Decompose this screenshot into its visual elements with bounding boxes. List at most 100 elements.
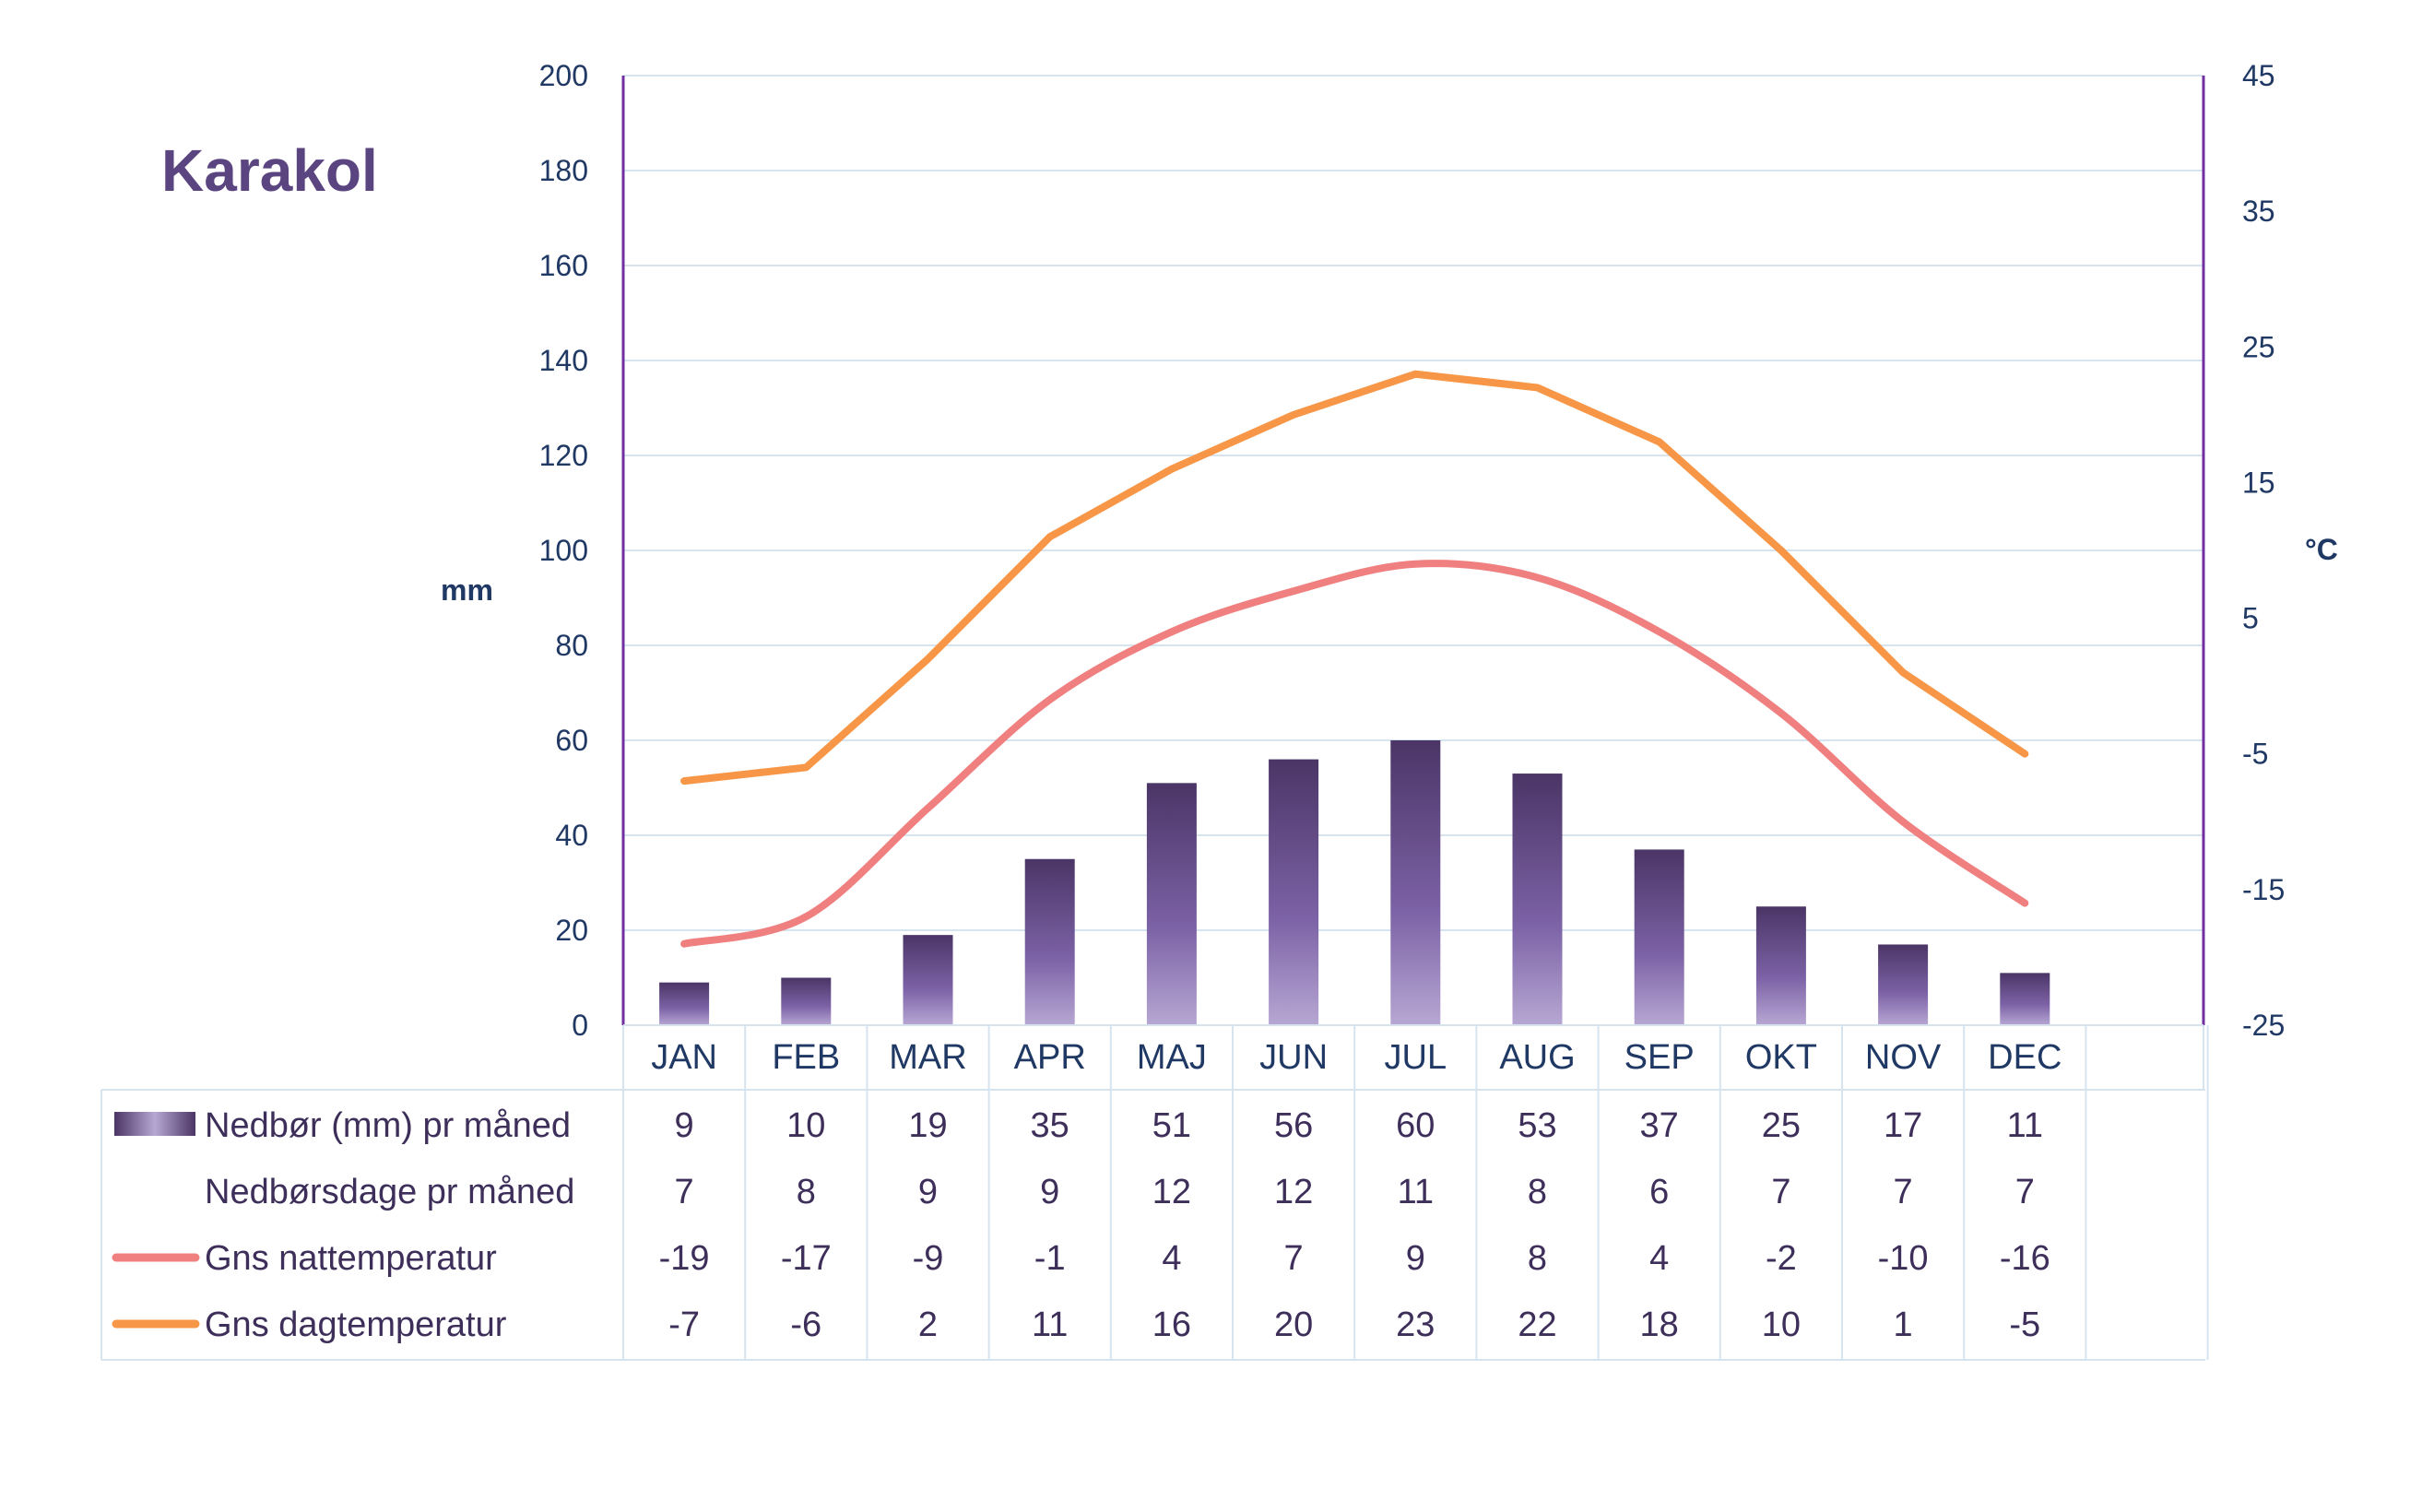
precip-bar: [1512, 774, 1563, 1025]
precip-bar: [659, 982, 710, 1025]
month-label: APR: [1014, 1038, 1086, 1077]
table-cell-value: -19: [659, 1239, 710, 1278]
left-tick-label: 40: [555, 819, 588, 852]
left-tick-label: 80: [555, 629, 588, 662]
precip-bar: [1269, 759, 1319, 1025]
right-axis-unit: °C: [2305, 533, 2338, 566]
table-cell-value: 11: [1398, 1173, 1434, 1211]
table-cell-value: -9: [913, 1239, 944, 1278]
table-cell-value: 60: [1396, 1106, 1435, 1145]
right-tick-label: -15: [2242, 873, 2285, 906]
table-cell-value: -6: [790, 1305, 821, 1344]
day-temp-line: [680, 370, 2029, 786]
table-cell-value: 11: [1032, 1305, 1068, 1344]
table-cell-value: 10: [786, 1106, 825, 1145]
table-cell-value: -17: [781, 1239, 832, 1278]
table-cell-value: -2: [1766, 1239, 1797, 1278]
left-tick-label: 0: [572, 1009, 588, 1042]
precip-bar: [1390, 740, 1441, 1025]
table-cell-value: 18: [1640, 1305, 1679, 1344]
left-tick-label: 20: [555, 914, 588, 947]
precip-bar: [903, 935, 953, 1025]
precip-bar: [1755, 906, 1806, 1025]
left-tick-label: 200: [539, 59, 588, 92]
table-row-label: Gns dagtemperatur: [205, 1305, 507, 1344]
night-temp-line: [680, 560, 2029, 948]
month-label: AUG: [1499, 1038, 1575, 1077]
table-row-label: Gns nattemperatur: [205, 1239, 497, 1278]
table-cell-value: 6: [1649, 1173, 1669, 1211]
table-cell-value: 7: [1284, 1239, 1304, 1278]
table-cell-value: -7: [668, 1305, 700, 1344]
table-cell-value: 25: [1762, 1106, 1801, 1145]
left-axis-unit: mm: [441, 573, 493, 607]
month-label: JUN: [1259, 1038, 1328, 1077]
table-cell-value: 22: [1518, 1305, 1556, 1344]
month-label: FEB: [772, 1038, 840, 1077]
month-label: MAJ: [1137, 1038, 1207, 1077]
table-cell-value: 37: [1640, 1106, 1679, 1145]
table-cell-value: 35: [1031, 1106, 1069, 1145]
table-cell-value: 53: [1518, 1106, 1556, 1145]
right-tick-label: 35: [2242, 195, 2275, 228]
table-cell-value: 10: [1762, 1305, 1801, 1344]
month-label: NOV: [1865, 1038, 1942, 1077]
left-tick-label: 120: [539, 439, 588, 472]
table-row-label: Nedbør (mm) pr måned: [205, 1106, 571, 1145]
month-label: MAR: [889, 1038, 966, 1077]
bars: [659, 740, 2050, 1025]
chart-title: Karakol: [161, 137, 378, 204]
table-cell-value: 7: [2015, 1173, 2035, 1211]
month-label: JUL: [1385, 1038, 1447, 1077]
table-cell-value: 4: [1162, 1239, 1181, 1278]
table-cell-value: 20: [1274, 1305, 1313, 1344]
month-label: JAN: [651, 1038, 717, 1077]
table-cell-value: 51: [1152, 1106, 1191, 1145]
right-tick-label: -5: [2242, 738, 2268, 771]
right-tick-label: 25: [2242, 330, 2275, 363]
precip-bar: [2000, 973, 2050, 1025]
table-cell-value: 7: [1894, 1173, 1913, 1211]
table-cell-value: 16: [1152, 1305, 1191, 1344]
data-table: JAN FEB MAR APR MAJ JUN JUL AUG SEP OKT NOV DEC Nedb…: [100, 1025, 2209, 1361]
table-cell-value: 17: [1884, 1106, 1922, 1145]
table-cell-value: -5: [2009, 1305, 2040, 1344]
table-cell-value: 1: [1894, 1305, 1913, 1344]
table-cell-value: 19: [908, 1106, 947, 1145]
table-cell-value: 56: [1274, 1106, 1313, 1145]
precip-bar: [781, 977, 832, 1025]
month-label: SEP: [1624, 1038, 1695, 1077]
table-cell-value: -16: [2000, 1239, 2050, 1278]
table-cell-value: 12: [1274, 1173, 1313, 1211]
table-cell-value: 7: [675, 1173, 694, 1211]
grid: [623, 75, 2203, 931]
table-cell-value: 11: [2007, 1106, 2043, 1145]
table-cell-value: 9: [675, 1106, 694, 1145]
table-cell-value: 8: [1528, 1173, 1547, 1211]
table-cell-value: 12: [1152, 1173, 1191, 1211]
left-tick-label: 100: [539, 534, 588, 567]
table-cell-value: 7: [1771, 1173, 1790, 1211]
precip-bar: [1146, 783, 1197, 1025]
table-cell-value: 9: [1040, 1173, 1059, 1211]
table-cell-value: 9: [1406, 1239, 1425, 1278]
legend-key-bar: [114, 1112, 195, 1136]
left-tick-label: 180: [539, 154, 588, 187]
left-tick-label: 160: [539, 249, 588, 282]
right-tick-label: 45: [2242, 59, 2275, 92]
left-tick-label: 60: [555, 724, 588, 757]
precip-bar: [1024, 858, 1075, 1025]
lines: [680, 370, 2029, 948]
table-row-label: Nedbørsdage pr måned: [205, 1173, 574, 1211]
precip-bar: [1878, 944, 1929, 1025]
table-cell-value: 4: [1649, 1239, 1669, 1278]
axes: 0 20 40 60 80 100 120 140 160 180 200 -25 -15 -5 5 15 25…: [539, 59, 2286, 1042]
table-cell-value: 8: [797, 1173, 816, 1211]
right-tick-label: -25: [2242, 1009, 2285, 1042]
month-label: OKT: [1745, 1038, 1817, 1077]
table-cell-value: 23: [1396, 1305, 1435, 1344]
table-cell-value: -10: [1878, 1239, 1929, 1278]
table-cell-value: 9: [918, 1173, 938, 1211]
table-cell-value: 2: [918, 1305, 938, 1344]
